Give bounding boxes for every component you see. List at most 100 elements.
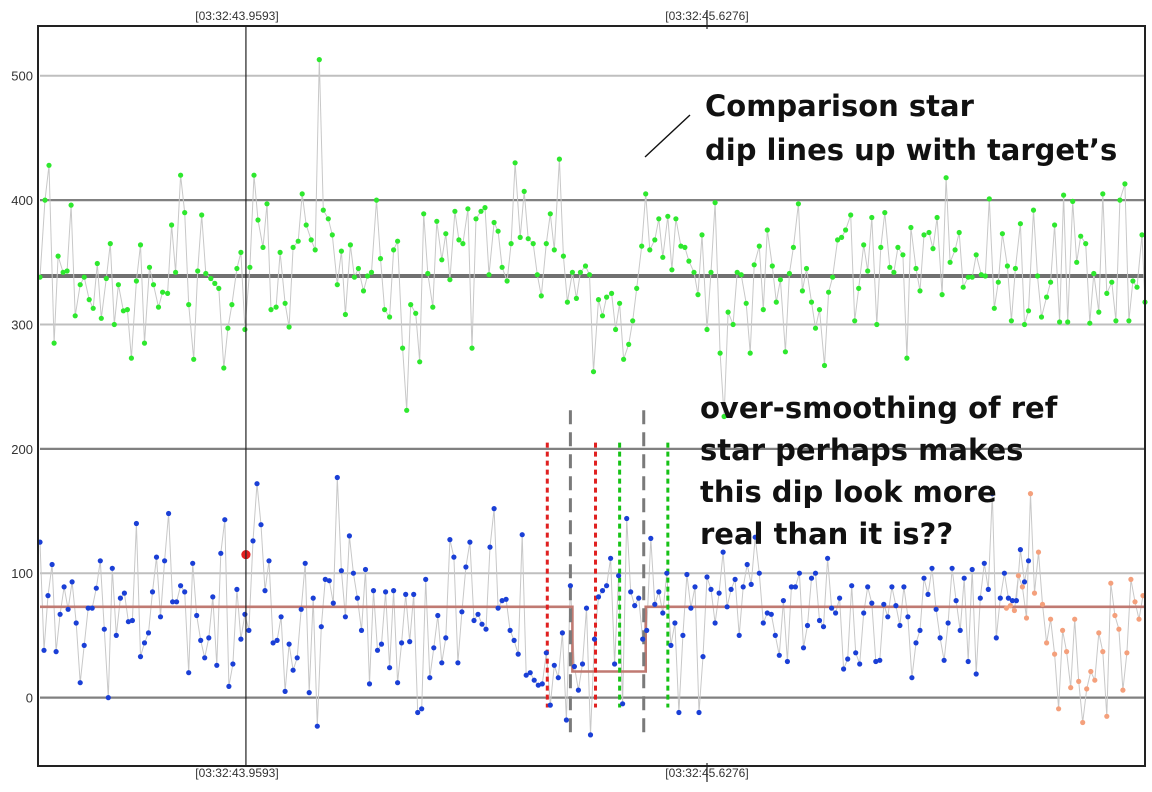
comparison-point (312, 247, 318, 253)
annotation-smoothing-line2: star perhaps makes (700, 433, 1023, 467)
comparison-point (68, 202, 74, 208)
comparison-point (965, 274, 971, 280)
target-point (407, 639, 413, 645)
target-point (656, 589, 662, 595)
target-point (724, 604, 730, 610)
target-point (81, 642, 87, 649)
comparison-point (999, 231, 1006, 237)
target-point (186, 670, 192, 676)
comparison-point (212, 280, 218, 286)
target-point (772, 632, 778, 639)
y-tick-label: 300 (11, 317, 33, 332)
comparison-point (115, 282, 121, 288)
comparison-point (408, 302, 414, 308)
target-point (326, 578, 332, 584)
target-point (837, 595, 843, 601)
comparison-point (303, 222, 309, 228)
target-point (925, 591, 931, 598)
y-tick-label: 400 (11, 193, 33, 208)
comparison-point (799, 288, 806, 294)
comparison-point (299, 191, 305, 197)
target-point (997, 595, 1003, 601)
target-edge-point (1124, 650, 1130, 656)
target-point (1025, 558, 1032, 564)
target-point (792, 584, 799, 590)
comparison-point (934, 214, 940, 221)
target-point (547, 702, 553, 708)
target-point (53, 649, 59, 655)
target-point (648, 535, 654, 542)
target-point (443, 635, 449, 641)
comparison-point (917, 288, 923, 294)
bottom-right-timestamp: [03:32:45.6276] (665, 766, 748, 780)
comparison-point (1100, 191, 1106, 197)
annotation-comparison-line2: dip lines up with target’s (705, 133, 1117, 167)
comparison-point (1113, 318, 1119, 324)
comparison-point (852, 318, 858, 324)
target-point (137, 654, 144, 660)
comparison-point (373, 197, 380, 203)
target-point (246, 627, 252, 634)
comparison-point (613, 326, 619, 333)
target-point (242, 611, 248, 617)
target-point (539, 681, 545, 687)
comparison-point (504, 278, 510, 284)
target-point (748, 581, 754, 588)
target-point (354, 595, 360, 601)
comparison-point (55, 253, 61, 259)
comparison-point (626, 341, 632, 347)
comparison-point (137, 242, 144, 248)
target-point (387, 665, 393, 671)
target-point (294, 655, 300, 661)
comparison-point (1074, 259, 1080, 265)
target-edge-point (1060, 627, 1066, 634)
comparison-point (773, 299, 779, 305)
comparison-point (1061, 192, 1067, 198)
comparison-point (1122, 181, 1128, 187)
comparison-point (439, 257, 445, 263)
target-point (897, 622, 903, 629)
target-point (202, 655, 208, 661)
target-point (953, 598, 959, 604)
target-point (595, 594, 602, 600)
comparison-point (708, 269, 714, 275)
comparison-point (721, 413, 727, 420)
comparison-point (895, 244, 901, 250)
comparison-point (839, 234, 845, 240)
comparison-point (400, 345, 406, 351)
comparison-point (486, 272, 492, 278)
comparison-point (229, 302, 235, 308)
comparison-point (891, 269, 897, 275)
target-point (358, 627, 365, 634)
target-edge-point (1096, 630, 1102, 636)
comparison-point (861, 242, 867, 248)
target-point (503, 596, 509, 602)
comparison-point (1008, 318, 1015, 324)
target-point (804, 622, 811, 629)
comparison-point (46, 162, 52, 168)
target-edge-point (1064, 649, 1070, 655)
comparison-point (508, 241, 514, 247)
comparison-point (821, 362, 828, 369)
target-point (427, 675, 433, 681)
target-point (447, 537, 453, 543)
cursor-timestamps: [03:32:43.9593] [03:32:45.6276] [03:32:4… (195, 9, 748, 780)
target-point (459, 609, 465, 615)
target-point (632, 603, 638, 609)
target-edge-point (1100, 649, 1106, 655)
comparison-point (621, 356, 627, 362)
target-point (85, 605, 91, 611)
comparison-point (695, 292, 701, 298)
comparison-point (141, 340, 148, 346)
target-point (45, 593, 51, 599)
comparison-point (704, 326, 710, 333)
comparison-point (848, 212, 854, 218)
target-point (350, 570, 356, 576)
comparison-point (1034, 273, 1041, 279)
target-edge-point (1011, 607, 1018, 614)
comparison-point (634, 285, 640, 291)
target-point (981, 560, 987, 566)
comparison-point (182, 210, 188, 216)
target-point (688, 605, 694, 611)
comparison-point (530, 241, 536, 247)
